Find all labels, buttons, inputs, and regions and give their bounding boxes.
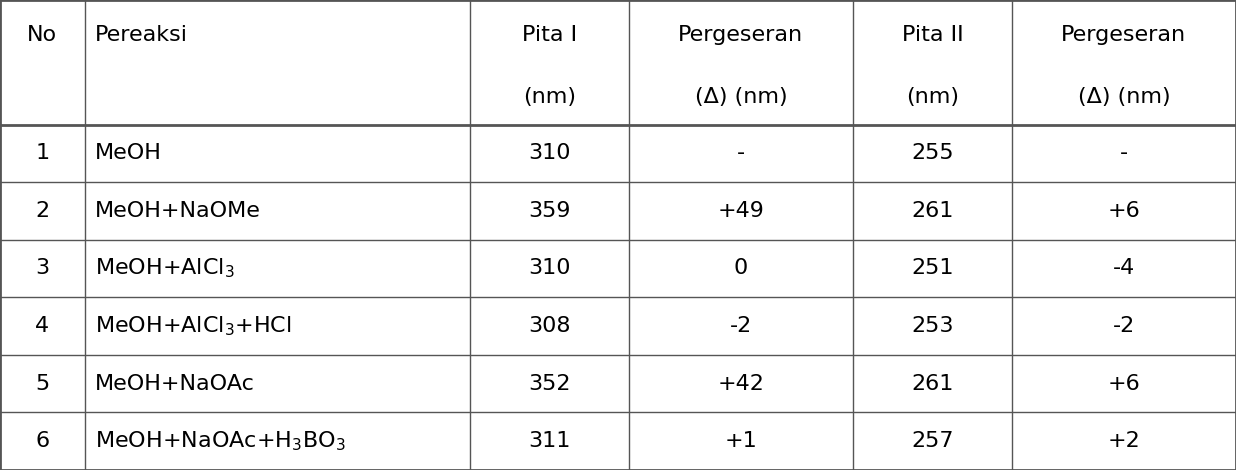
Text: MeOH+AlCl$_3$: MeOH+AlCl$_3$: [94, 257, 234, 280]
Text: Pita II: Pita II: [901, 25, 963, 45]
Text: MeOH+NaOAc+H$_3$BO$_3$: MeOH+NaOAc+H$_3$BO$_3$: [94, 430, 345, 453]
Text: -2: -2: [1112, 316, 1135, 336]
Text: +42: +42: [717, 374, 764, 394]
Text: +6: +6: [1107, 201, 1140, 221]
Text: 261: 261: [911, 201, 953, 221]
Text: (Δ) (nm): (Δ) (nm): [695, 87, 787, 107]
Text: 5: 5: [35, 374, 49, 394]
Text: 2: 2: [36, 201, 49, 221]
Text: 311: 311: [528, 431, 571, 451]
Text: MeOH+NaOMe: MeOH+NaOMe: [94, 201, 261, 221]
Text: (Δ) (nm): (Δ) (nm): [1078, 87, 1170, 107]
Text: 253: 253: [911, 316, 954, 336]
Text: 1: 1: [36, 143, 49, 164]
Text: +2: +2: [1107, 431, 1140, 451]
Text: -4: -4: [1112, 258, 1135, 279]
Text: 6: 6: [36, 431, 49, 451]
Text: No: No: [27, 25, 57, 45]
Text: 352: 352: [528, 374, 571, 394]
Text: -: -: [737, 143, 745, 164]
Text: Pergeseran: Pergeseran: [679, 25, 803, 45]
Text: 3: 3: [36, 258, 49, 279]
Text: MeOH: MeOH: [94, 143, 162, 164]
Text: 359: 359: [528, 201, 571, 221]
Text: 251: 251: [911, 258, 954, 279]
Text: 261: 261: [911, 374, 953, 394]
Text: +1: +1: [724, 431, 758, 451]
Text: MeOH+AlCl$_3$+HCl: MeOH+AlCl$_3$+HCl: [94, 314, 292, 338]
Text: 308: 308: [528, 316, 571, 336]
Text: 255: 255: [911, 143, 954, 164]
Text: 4: 4: [36, 316, 49, 336]
Text: +49: +49: [717, 201, 764, 221]
Text: Pereaksi: Pereaksi: [94, 25, 188, 45]
Text: Pergeseran: Pergeseran: [1062, 25, 1187, 45]
Text: -: -: [1120, 143, 1128, 164]
Text: -2: -2: [729, 316, 751, 336]
Text: 0: 0: [734, 258, 748, 279]
Text: Pita I: Pita I: [522, 25, 577, 45]
Text: 310: 310: [528, 143, 571, 164]
Text: MeOH+NaOAc: MeOH+NaOAc: [94, 374, 255, 394]
Text: 257: 257: [911, 431, 954, 451]
Text: 310: 310: [528, 258, 571, 279]
Text: (nm): (nm): [523, 87, 576, 107]
Text: +6: +6: [1107, 374, 1140, 394]
Text: (nm): (nm): [906, 87, 959, 107]
